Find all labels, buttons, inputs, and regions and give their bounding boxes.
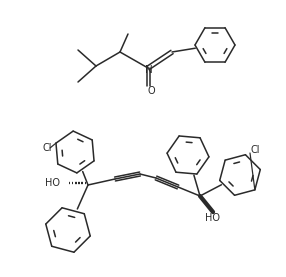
Text: N: N bbox=[145, 65, 153, 75]
Text: Cl: Cl bbox=[42, 143, 52, 153]
Text: O: O bbox=[147, 86, 155, 96]
Text: HO: HO bbox=[206, 213, 221, 223]
Text: HO: HO bbox=[45, 178, 60, 188]
Text: Cl: Cl bbox=[250, 145, 260, 155]
